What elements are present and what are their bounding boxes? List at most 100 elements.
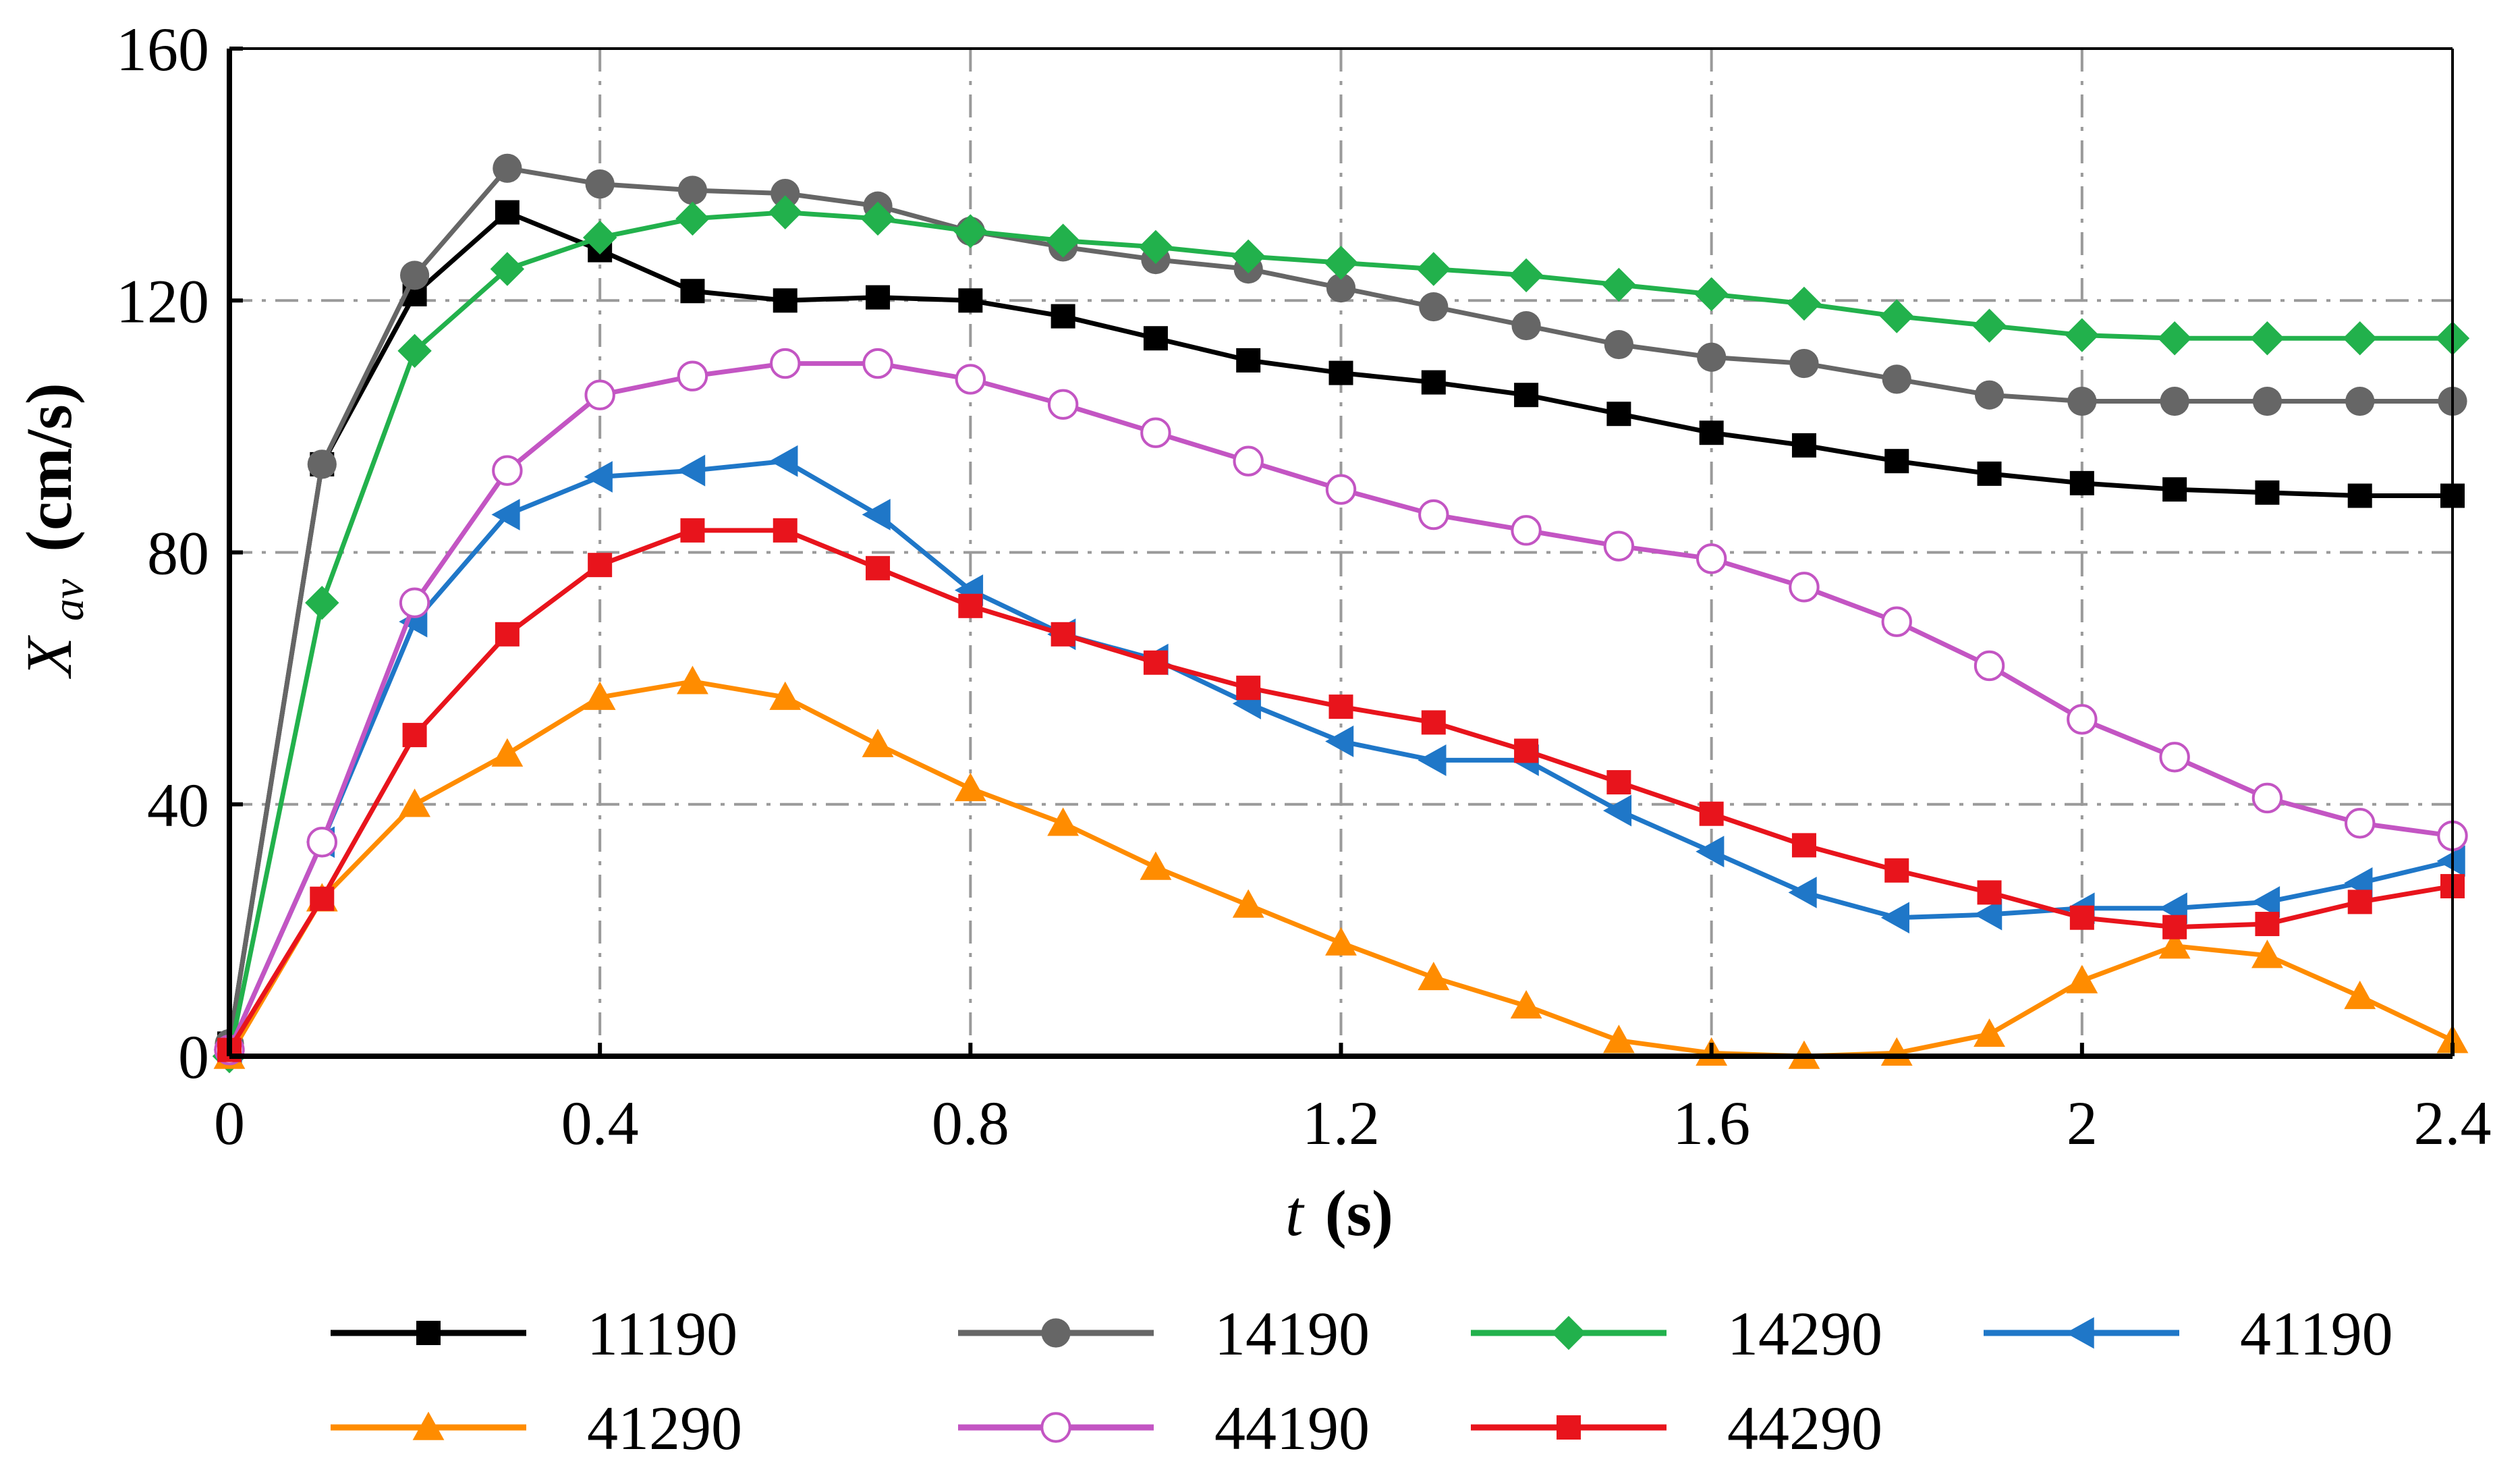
data-point — [1557, 1415, 1581, 1440]
data-point — [1694, 277, 1729, 312]
data-point — [1418, 499, 1449, 530]
data-point — [399, 788, 430, 817]
data-point — [1326, 273, 1356, 303]
data-point — [677, 454, 706, 487]
x-tick-label: 2.4 — [2414, 1089, 2492, 1157]
data-point — [1977, 461, 2002, 486]
legend: 11190 14190 14290 41190 41290 44190 44290 — [331, 1299, 2393, 1463]
data-point — [2345, 386, 2375, 416]
data-point — [416, 1321, 441, 1345]
data-point — [2069, 905, 2094, 930]
data-point — [402, 723, 427, 748]
data-point — [1884, 449, 1909, 474]
data-point — [588, 553, 613, 578]
data-point — [1143, 650, 1168, 675]
x-axis-label: t (s) — [1285, 1177, 1393, 1249]
data-point — [1602, 794, 1632, 827]
y-axis-label-variable: X — [13, 635, 85, 680]
data-point — [1325, 927, 1357, 956]
data-point — [490, 252, 525, 286]
data-point — [862, 728, 894, 757]
data-point — [1051, 622, 1075, 647]
data-point — [306, 827, 337, 858]
axes — [227, 47, 2455, 1059]
data-point — [2344, 980, 2376, 1010]
data-point — [582, 220, 617, 255]
data-point — [1040, 1412, 1071, 1443]
data-point — [307, 449, 337, 479]
legend-label: 41190 — [2240, 1299, 2393, 1368]
data-point — [1973, 898, 2003, 931]
data-point — [2162, 915, 2187, 939]
legend-label: 44290 — [1727, 1394, 1882, 1463]
data-point — [491, 738, 524, 767]
y-axis-label-subscript: av — [44, 578, 93, 621]
data-point — [1419, 292, 1449, 322]
y-tick-label: 120 — [116, 267, 209, 335]
legend-item-44290: 44290 — [1471, 1394, 1882, 1463]
data-point — [1880, 299, 1914, 333]
y-axis-label-unit: (cm/s) — [13, 383, 85, 552]
data-point — [585, 169, 615, 199]
data-point — [2158, 930, 2191, 959]
data-point — [769, 681, 802, 710]
data-point — [2252, 386, 2283, 416]
data-point — [1041, 1318, 1071, 1348]
data-point — [1140, 851, 1172, 880]
data-point — [492, 455, 523, 486]
tick-labels: 0 0.4 0.8 1.2 1.6 2 2.4 0 40 80 120 160 — [116, 15, 2492, 1157]
data-point — [2345, 808, 2376, 839]
data-point — [958, 593, 983, 618]
data-point — [866, 285, 891, 310]
data-point — [2157, 321, 2192, 356]
data-point — [1880, 902, 1909, 934]
data-point — [1974, 380, 2005, 410]
data-point — [1606, 770, 1631, 795]
data-point — [1603, 530, 1635, 562]
data-point — [1047, 807, 1080, 836]
data-point — [491, 499, 520, 530]
legend-label: 44190 — [1214, 1394, 1370, 1463]
data-point — [1791, 833, 1816, 858]
data-point — [397, 333, 432, 368]
data-point — [953, 214, 988, 248]
data-point — [1047, 389, 1079, 420]
data-point — [1421, 370, 1446, 395]
data-point — [1232, 889, 1264, 918]
data-point — [866, 555, 891, 580]
data-point — [2250, 321, 2285, 356]
y-tick-label: 0 — [178, 1022, 209, 1091]
x-tick-label: 1.2 — [1302, 1089, 1380, 1157]
data-point — [2160, 386, 2189, 416]
data-point — [399, 587, 430, 618]
data-point — [584, 681, 616, 710]
data-point — [1416, 252, 1451, 286]
data-point — [770, 348, 801, 379]
data-point — [2251, 782, 2283, 814]
data-point — [1606, 402, 1631, 427]
y-tick-label: 80 — [147, 519, 209, 588]
data-point — [1551, 1315, 1586, 1350]
legend-item-14290: 14290 — [1471, 1299, 1882, 1368]
legend-item-14190: 14190 — [958, 1299, 1370, 1368]
series-layer — [212, 153, 2470, 1074]
data-point — [1046, 223, 1080, 258]
legend-label: 14290 — [1727, 1299, 1882, 1368]
data-point — [495, 622, 520, 647]
data-point — [1602, 1025, 1635, 1054]
data-point — [1143, 326, 1168, 351]
data-point — [1602, 267, 1636, 302]
data-point — [2066, 964, 2098, 993]
legend-item-41190: 41190 — [1984, 1299, 2393, 1368]
data-point — [2251, 885, 2280, 918]
data-point — [2159, 742, 2190, 773]
data-point — [1328, 694, 1353, 719]
data-point — [1604, 329, 1633, 360]
data-point — [1418, 961, 1450, 991]
data-point — [768, 195, 802, 229]
series-44190 — [214, 348, 2468, 1066]
x-axis-label-unit: (s) — [1325, 1177, 1393, 1249]
data-point — [1511, 310, 1541, 341]
data-point — [1418, 744, 1447, 776]
